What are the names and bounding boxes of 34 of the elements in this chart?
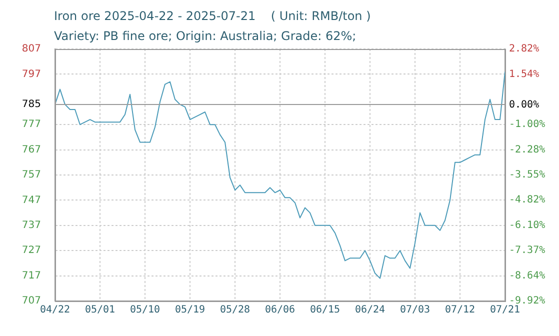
y2-tick-label: -6.10% <box>509 220 546 232</box>
y2-tick-label: 2.82% <box>509 44 540 55</box>
y2-tick-label: -2.28% <box>509 144 546 156</box>
y-tick-label: 717 <box>22 270 41 282</box>
y-tick-label: 797 <box>22 68 41 80</box>
chart-title: Iron ore 2025-04-22 - 2025-07-21 ( Unit: RMB/ton ) <box>54 9 371 23</box>
y2-tick-label: -4.82% <box>509 194 546 206</box>
x-tick-label: 04/22 <box>40 304 70 316</box>
x-tick-label: 06/06 <box>264 304 296 316</box>
x-tick-label: 05/19 <box>174 304 206 316</box>
y-tick-label: 767 <box>22 144 41 156</box>
x-tick-label: 06/24 <box>354 304 386 316</box>
y2-tick-label: -1.00% <box>509 119 546 130</box>
y2-tick-label: -3.55% <box>509 170 546 181</box>
x-tick-label: 07/03 <box>400 304 430 316</box>
x-tick-label: 06/15 <box>310 304 340 316</box>
y2-tick-label: -7.37% <box>509 245 546 256</box>
x-tick-label: 07/21 <box>490 304 520 316</box>
y-tick-label: 737 <box>22 220 41 231</box>
y-tick-label: 707 <box>22 296 41 307</box>
y2-tick-label: 1.54% <box>509 68 540 80</box>
x-tick-label: 05/28 <box>220 304 250 316</box>
y2-tick-label: -8.64% <box>509 270 546 282</box>
y-tick-label: 727 <box>22 245 41 256</box>
x-tick-label: 07/12 <box>444 304 476 316</box>
y-tick-label: 747 <box>22 194 41 206</box>
y2-tick-label: 0.00% <box>509 99 540 110</box>
chart-subtitle: Variety: PB fine ore; Origin: Australia; Grade: 62%; <box>54 29 356 43</box>
y-tick-label: 785 <box>22 99 41 110</box>
y-tick-label: 807 <box>22 44 41 55</box>
y-tick-label: 757 <box>22 170 41 181</box>
x-tick-label: 05/10 <box>130 304 160 316</box>
x-tick-label: 05/01 <box>84 304 116 316</box>
y-tick-label: 777 <box>22 119 41 130</box>
